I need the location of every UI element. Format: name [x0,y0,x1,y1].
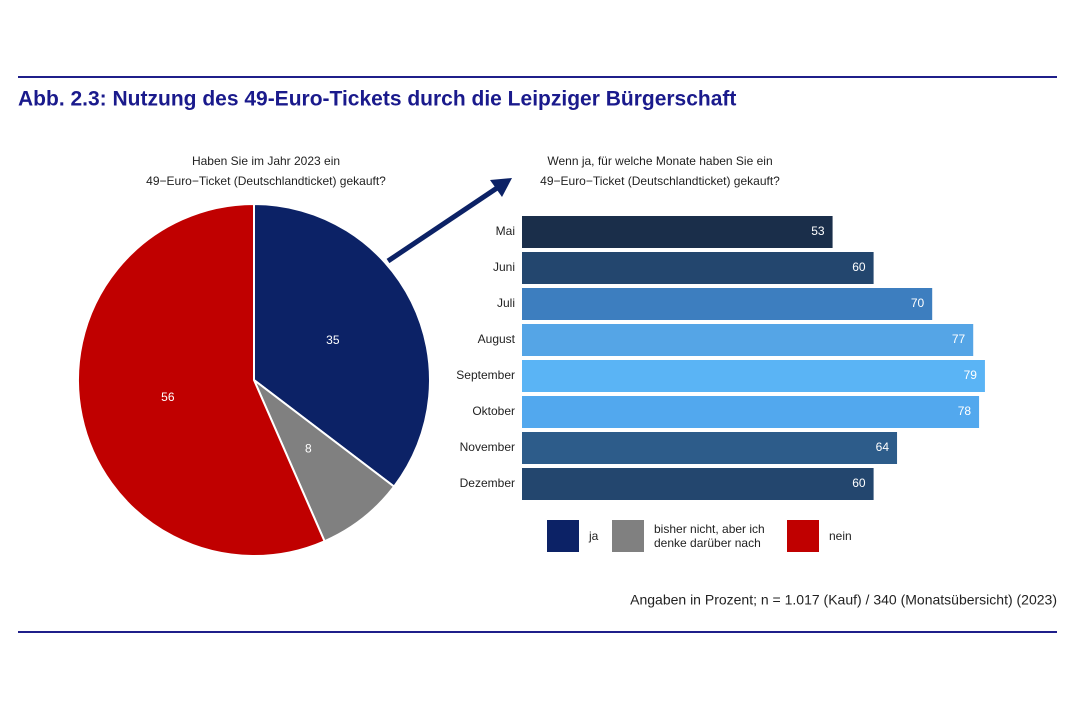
bar [522,432,898,464]
bar [522,288,933,320]
legend-swatch [547,520,579,552]
legend-swatch [787,520,819,552]
y-tick-label: November [460,440,515,454]
bar [522,252,874,284]
pie-title: Haben Sie im Jahr 2023 ein [192,154,340,168]
bar-label: 60 [852,476,866,490]
legend-label: bisher nicht, aber ich denke darüber nac… [654,522,765,550]
pie-slice [251,376,396,543]
arrow-head [490,178,512,197]
slice-label: 35 [326,333,340,347]
bar [522,324,974,356]
y-tick-label: Oktober [472,404,515,418]
bar-label: 64 [876,440,890,454]
bar-label: 77 [952,332,966,346]
bar-title: 49−Euro−Ticket (Deutschlandticket) gekau… [540,174,780,188]
legend-item: nein [787,519,867,553]
y-tick-label: Juli [497,296,515,310]
arrow [386,183,502,264]
page-title: Abb. 2.3: Nutzung des 49-Euro-Tickets du… [18,88,736,111]
bar-title: Wenn ja, für welche Monate haben Sie ein [547,154,772,168]
bar [522,468,874,500]
bar-label: 79 [964,368,978,382]
y-tick-label: August [478,332,516,346]
legend-label: nein [829,529,852,543]
bar [522,396,980,428]
pie-slice [77,202,326,557]
slice-label: 56 [161,390,175,404]
y-tick-label: September [456,368,515,382]
legend-label: ja [589,529,599,543]
bar-label: 70 [911,296,925,310]
slice-label: 8 [305,441,312,455]
pie-slice [253,202,431,488]
legend-item: ja [547,519,607,553]
legend-swatch [612,520,644,552]
bar [522,216,833,248]
bar-label: 60 [852,260,866,274]
bar-label: 53 [811,224,825,238]
y-tick-label: Mai [496,224,515,238]
legend-item: bisher nicht, aber ich denke darüber nac… [612,519,772,553]
footnote: Angaben in Prozent; n = 1.017 (Kauf) / 3… [630,592,1057,608]
bar [522,360,985,392]
y-tick-label: Dezember [460,476,515,490]
bar-label: 78 [958,404,972,418]
y-tick-label: Juni [493,260,515,274]
pie-title: 49−Euro−Ticket (Deutschlandticket) gekau… [146,174,386,188]
